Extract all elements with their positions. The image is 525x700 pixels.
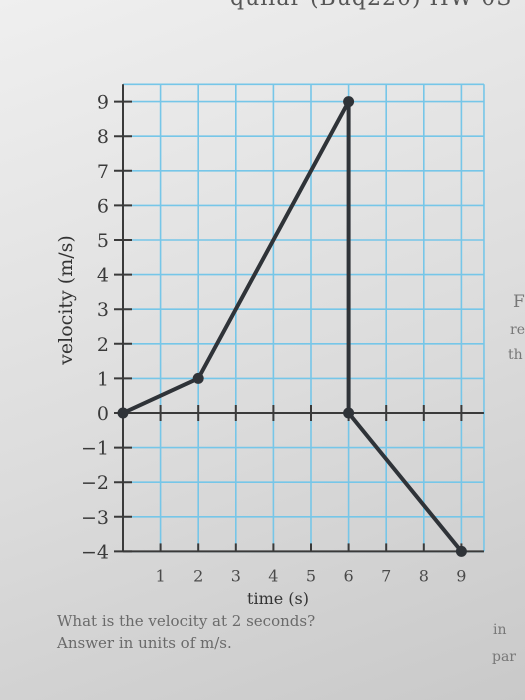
y-tick-labels: −4 −3 −2 −1 0 1 2 3 4 5 6 7 8 9	[81, 92, 109, 564]
data-point	[192, 372, 204, 384]
cropped-header-text: quilar (Buq220) HW 0S	[230, 0, 512, 11]
y-tick-label: 7	[97, 161, 109, 183]
x-axis-title: time (s)	[247, 589, 309, 608]
side-fragment-3: th	[508, 347, 523, 363]
y-tick-label: −3	[81, 507, 109, 529]
x-tick-labels: 1 2 3 4 5 6 7 8 9	[156, 566, 467, 585]
y-tick-label: −4	[81, 541, 109, 563]
y-tick-label: 3	[97, 299, 109, 321]
y-tick-label: 9	[97, 92, 109, 114]
series-layer	[117, 96, 467, 557]
x-tick-label: 2	[193, 566, 203, 585]
answer-instructions: Answer in units of m/s.	[57, 634, 232, 652]
grid	[123, 83, 485, 553]
x-tick-label: 8	[419, 566, 429, 585]
y-tick-label: 0	[97, 403, 109, 425]
data-point	[455, 545, 467, 557]
y-tick-label: −2	[81, 472, 109, 494]
x-tick-label: 1	[156, 566, 166, 585]
side-fragment-4: in	[493, 622, 507, 638]
x-tick-label: 4	[268, 566, 278, 585]
y-tick-label: 5	[97, 230, 109, 252]
side-fragment-2: re	[510, 322, 525, 338]
y-tick-label: −1	[81, 438, 109, 460]
data-point	[343, 96, 355, 108]
side-fragment-5: par	[492, 649, 517, 665]
axes	[114, 84, 484, 553]
y-tick-label: 2	[97, 334, 109, 356]
y-axis-title: velocity (m/s)	[55, 235, 77, 366]
y-tick-label: 4	[97, 265, 109, 287]
data-point	[343, 407, 355, 419]
y-tick-label: 6	[97, 195, 109, 217]
y-tick-label: 1	[97, 368, 109, 390]
x-tick-label: 9	[456, 566, 466, 585]
series-line	[121, 99, 464, 554]
side-fragment-1: F	[513, 292, 525, 312]
x-tick-label: 5	[306, 566, 316, 585]
question-text: What is the velocity at 2 seconds?	[57, 612, 316, 630]
x-tick-label: 6	[344, 566, 354, 585]
x-tick-label: 7	[381, 566, 391, 585]
y-tick-label: 8	[97, 126, 109, 148]
data-point	[117, 407, 129, 419]
x-tick-label: 3	[231, 566, 241, 585]
